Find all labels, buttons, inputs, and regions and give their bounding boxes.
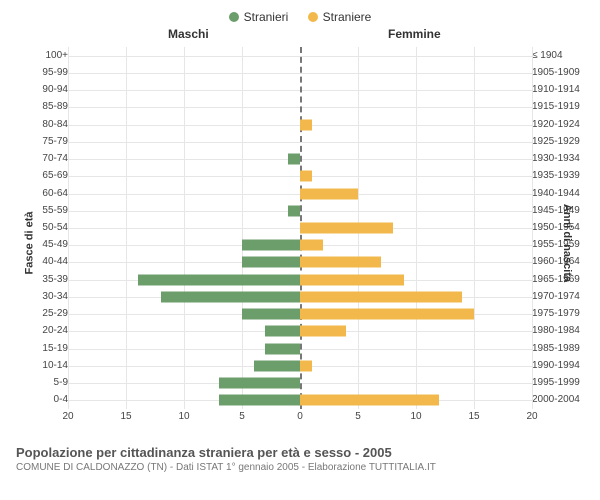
ylabel-right: 1985-1989 [532,344,592,354]
bar-female [300,395,439,406]
legend: Stranieri Straniere [8,10,592,27]
bar-male [138,274,300,285]
bar-male [219,395,300,406]
bar-male [265,343,300,354]
ylabel-right: 1915-1919 [532,102,592,112]
panel-titles: Maschi Femmine [8,27,592,45]
ylabel-left: 50-54 [8,223,68,233]
xtick: 0 [297,411,303,422]
ylabel-left: 100+ [8,51,68,61]
chart-footer: Popolazione per cittadinanza straniera p… [8,439,592,473]
legend-item-female: Straniere [308,10,372,24]
ylabel-left: 35-39 [8,275,68,285]
bar-male [242,309,300,320]
xtick: 5 [355,411,361,422]
ylabel-left: 95-99 [8,68,68,78]
ylabel-right: 1970-1974 [532,292,592,302]
bar-male [254,360,300,371]
bar-female [300,119,312,130]
legend-label-male: Stranieri [244,10,289,24]
bar-male [288,205,300,216]
yaxis-left: 100+ 95-99 90-94 85-89 80-84 75-79 70-74 65-69 6… [8,47,68,409]
footer-title: Popolazione per cittadinanza straniera p… [16,445,584,460]
xtick: 10 [410,411,421,422]
ylabel-right: 1990-1994 [532,361,592,371]
ylabel-left: 65-69 [8,171,68,181]
xtick: 20 [62,411,73,422]
ylabel-right: 1920-1924 [532,120,592,130]
ylabel-left: 40-44 [8,257,68,267]
bar-male [265,326,300,337]
gridline-v [474,47,475,409]
ylabel-left: 20-24 [8,326,68,336]
bar-female [300,240,323,251]
yaxis-title-left: Fasce di età [23,212,35,275]
ylabel-left: 85-89 [8,102,68,112]
ylabel-left: 70-74 [8,154,68,164]
population-pyramid-chart: Stranieri Straniere Maschi Femmine 100+ 9… [0,0,600,500]
ylabel-left: 25-29 [8,309,68,319]
ylabel-right: 2000-2004 [532,395,592,405]
legend-item-male: Stranieri [229,10,289,24]
gridline-v [126,47,127,409]
ylabel-right: 1930-1934 [532,154,592,164]
legend-swatch-male [229,12,239,22]
ylabel-left: 80-84 [8,120,68,130]
ylabel-left: 15-19 [8,344,68,354]
bar-male [288,154,300,165]
bar-female [300,188,358,199]
ylabel-right: 1980-1984 [532,326,592,336]
bar-female [300,223,393,234]
ylabel-left: 10-14 [8,361,68,371]
bar-female [300,326,346,337]
ylabel-right: 1975-1979 [532,309,592,319]
bar-male [242,257,300,268]
footer-subtitle: COMUNE DI CALDONAZZO (TN) - Dati ISTAT 1… [16,462,584,473]
ylabel-left: 30-34 [8,292,68,302]
grid-area [68,47,532,409]
bar-female [300,360,312,371]
ylabel-right: 1935-1939 [532,171,592,181]
ylabel-right: 1910-1914 [532,85,592,95]
panel-title-female: Femmine [388,27,441,41]
ylabel-left: 75-79 [8,137,68,147]
xaxis: 201510505101520 [68,411,532,429]
ylabel-right: 1925-1929 [532,137,592,147]
bar-female [300,274,404,285]
gridline-v [532,47,533,409]
xtick: 5 [239,411,245,422]
ylabel-left: 45-49 [8,240,68,250]
panel-title-male: Maschi [168,27,209,41]
ylabel-left: 90-94 [8,85,68,95]
bar-male [161,291,300,302]
ylabel-left: 60-64 [8,189,68,199]
ylabel-right: 1940-1944 [532,189,592,199]
bar-female [300,171,312,182]
xtick: 15 [468,411,479,422]
bar-female [300,257,381,268]
gridline-v [184,47,185,409]
legend-label-female: Straniere [323,10,372,24]
ylabel-left: 55-59 [8,206,68,216]
bar-male [242,240,300,251]
bar-female [300,309,474,320]
legend-swatch-female [308,12,318,22]
ylabel-left: 0-4 [8,395,68,405]
gridline-v [242,47,243,409]
ylabel-right: ≤ 1904 [532,51,592,61]
ylabel-right: 1995-1999 [532,378,592,388]
gridline-v [416,47,417,409]
yaxis-title-right: Anni di nascita [561,204,573,282]
xtick: 10 [178,411,189,422]
xtick: 20 [526,411,537,422]
gridline-v [68,47,69,409]
ylabel-left: 5-9 [8,378,68,388]
plot-area: 100+ 95-99 90-94 85-89 80-84 75-79 70-74 65-69 6… [8,47,592,439]
bar-female [300,291,462,302]
ylabel-right: 1905-1909 [532,68,592,78]
xtick: 15 [120,411,131,422]
bar-male [219,378,300,389]
